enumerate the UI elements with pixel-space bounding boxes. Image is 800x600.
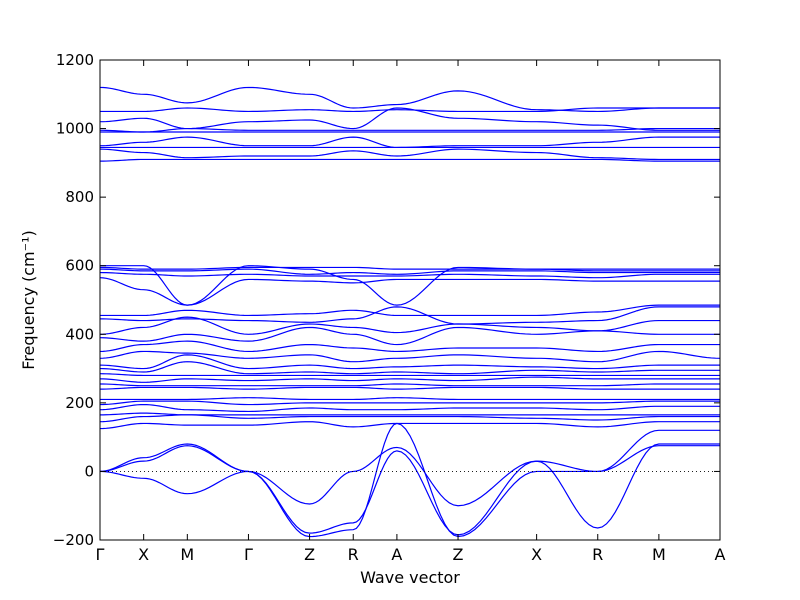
phonon-band-15 [99, 306, 720, 325]
phonon-band-26 [100, 397, 720, 401]
y-ticks-layer: −200 0 200 400 600 800 1000 1200 [53, 51, 720, 549]
phonon-band-2 [99, 107, 720, 131]
phonon-band-34 [99, 422, 720, 538]
x-axis-label: Wave vector [360, 568, 460, 587]
kpoint-label: Z [453, 545, 464, 564]
kpoint-label: Z [304, 545, 315, 564]
kpoint-label: M [180, 545, 194, 564]
y-tick-label: 1000 [56, 120, 94, 138]
phonon-band-18 [99, 340, 720, 353]
plot-frame [99, 59, 721, 541]
phonon-band-30 [99, 414, 720, 423]
y-axis-label: Frequency (cm⁻¹) [19, 230, 38, 369]
phonon-band-28 [99, 403, 720, 413]
kpoint-label: A [391, 545, 402, 564]
phonon-band-22 [99, 373, 720, 377]
phonon-band-12 [99, 271, 720, 279]
phonon-band-0 [99, 86, 720, 113]
phonon-band-9 [100, 265, 720, 306]
phonon-band-23 [99, 376, 720, 383]
phonon-band-27 [99, 400, 720, 406]
kpoint-label: R [592, 545, 603, 564]
phonon-band-3 [99, 127, 720, 133]
y-tick-label: 800 [65, 188, 94, 206]
phonon-band-33 [99, 443, 720, 536]
kpoint-label: X [531, 545, 542, 564]
y-tick-label: −200 [53, 531, 94, 549]
phonon-band-21 [99, 361, 720, 375]
phonon-band-25 [99, 386, 720, 390]
phonon-band-7 [99, 148, 720, 161]
y-tick-label: 1200 [56, 51, 94, 69]
y-tick-label: 200 [65, 394, 94, 412]
y-tick-label: 400 [65, 325, 94, 343]
kpoint-label: Γ [96, 545, 105, 564]
phonon-band-10 [99, 266, 720, 272]
phonon-band-24 [99, 383, 720, 387]
phonon-band-8 [99, 158, 720, 162]
phonon-band-11 [99, 268, 720, 275]
y-tick-label: 600 [65, 257, 94, 275]
phonon-band-31 [99, 421, 720, 430]
kpoint-label: R [348, 545, 359, 564]
phonon-band-17 [99, 326, 720, 346]
y-tick-label: 0 [84, 462, 94, 480]
kpoint-label: Γ [244, 545, 253, 564]
phonon-band-19 [99, 350, 721, 363]
kpoint-label: X [138, 545, 149, 564]
phonon-band-32 [99, 443, 720, 507]
kpoint-lines-layer [143, 60, 660, 540]
phonon-band-1 [100, 107, 720, 113]
kpoint-label: A [715, 545, 726, 564]
phonon-band-13 [99, 277, 720, 306]
phonon-band-20 [99, 354, 720, 370]
kpoint-label: M [652, 545, 666, 564]
phonon-band-5 [99, 136, 720, 149]
bands-layer [99, 86, 721, 538]
phonon-band-16 [99, 316, 720, 335]
